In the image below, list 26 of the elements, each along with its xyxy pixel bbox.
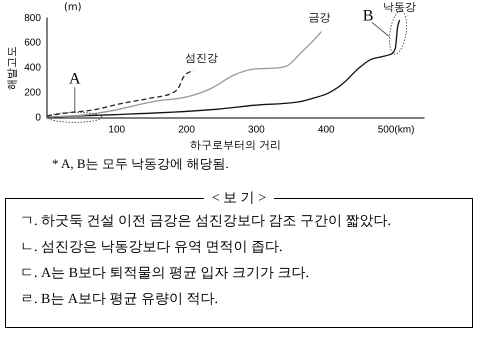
series-label: 낙동강 (383, 0, 416, 14)
annotation: B (362, 8, 374, 25)
text: ㄴ. 섬진강은 낙동강보다 유역 면적이 좁다. (20, 239, 284, 257)
x-tick-label: 400 (318, 124, 336, 136)
text: ㄹ. B는 A보다 평균 유량이 적다. (20, 291, 219, 309)
series-label: 금강 (308, 11, 330, 24)
text: * A, B는 모두 낙동강에 해당됨. (52, 155, 229, 173)
y-tick-label: 200 (24, 88, 42, 99)
x-tick-label: 200 (178, 124, 196, 136)
y-tick-label: 400 (24, 62, 42, 74)
y-tick-label: 0 (35, 112, 42, 124)
text: ㄱ. 하굿둑 건설 이전 금강은 섬진강보다 감조 구간이 짧았다. (20, 213, 392, 231)
y-tick-label: 800 (24, 12, 42, 24)
line-series (46, 31, 322, 118)
annotation: A (69, 70, 82, 88)
y-tick-label: 600 (24, 38, 42, 49)
text: < 보 기 > (204, 189, 274, 207)
series-label: 섬진강 (185, 51, 218, 64)
y-axis-title: 해발고도 (6, 46, 19, 90)
x-tick-label: 100 (108, 124, 126, 136)
x-tick-label: 500(km) (378, 124, 414, 136)
x-axis-title: 하구로부터의 거리 (190, 139, 281, 152)
text: ㄷ. A는 B보다 퇴적물의 평균 입자 크기가 크다. (20, 265, 310, 283)
line-series (46, 69, 194, 117)
text: (m) (64, 2, 82, 13)
x-tick-label: 300 (248, 124, 266, 136)
